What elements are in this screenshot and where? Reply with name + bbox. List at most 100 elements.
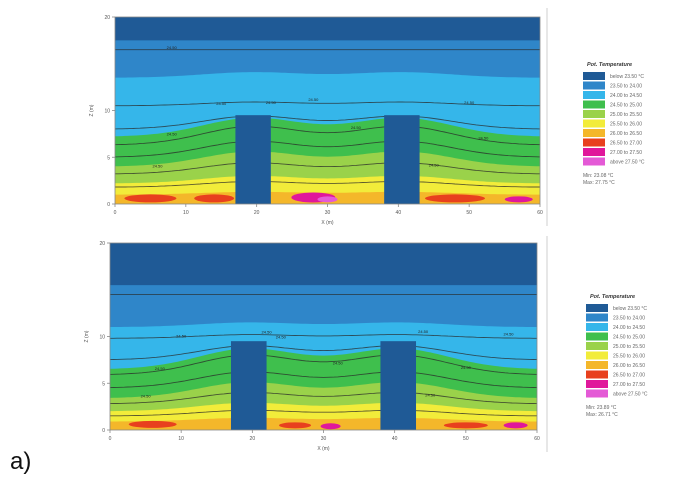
legend-label-4: 25.00 to 25.50 — [613, 344, 645, 350]
y-tick-label-1: 5 — [102, 381, 105, 387]
contour-label-2: 24.50 — [418, 329, 429, 334]
hot-spot-4 — [503, 422, 528, 429]
x-tick-label-2: 20 — [250, 436, 256, 442]
legend-swatch-2 — [583, 91, 605, 99]
chart-panel-bottom: 24.50 24.50 24.50 24.50 24.50 24.50 24.50 24.50… — [0, 236, 685, 476]
x-tick-label-5: 50 — [466, 210, 472, 216]
contour-line-2 — [109, 345, 538, 361]
legend-label-6: 26.00 to 26.50 — [613, 363, 645, 369]
y-tick-label-2: 10 — [104, 109, 110, 115]
legend-title: Pot. Temperature — [590, 294, 635, 300]
y-tick-label-0: 0 — [102, 428, 105, 434]
y-tick-label-2: 10 — [99, 335, 105, 341]
building-2 — [380, 341, 417, 430]
x-tick-label-1: 10 — [178, 436, 184, 442]
legend-label-8: 27.00 to 27.50 — [610, 150, 642, 156]
contour-label-9: 24.50 — [429, 163, 440, 168]
temperature-band-6 — [110, 417, 537, 430]
legend-label-7: 26.50 to 27.00 — [613, 373, 645, 379]
chart-top: 24.50 24.50 24.50 24.50 24.50 24.50 24.50 24.50… — [89, 8, 645, 226]
hot-spot-3 — [443, 422, 488, 429]
contour-label-0: 24.50 — [176, 333, 187, 338]
x-tick-label-6: 60 — [534, 436, 540, 442]
legend-label-0: below 23.50 °C — [613, 306, 647, 312]
building-1 — [235, 115, 271, 204]
x-tick-label-4: 40 — [396, 210, 402, 216]
contour-label-8: 24.50 — [152, 164, 163, 169]
legend-max: Max: 27.75 °C — [583, 180, 615, 186]
legend-title: Pot. Temperature — [587, 62, 632, 68]
hot-spot-3 — [317, 196, 338, 203]
chart-panel-top: 24.50 24.50 24.50 24.50 24.50 24.50 24.50 24.50… — [0, 8, 685, 248]
contour-line-4 — [109, 371, 538, 389]
legend-label-9: above 27.50 °C — [613, 392, 648, 398]
legend: Pot. Temperature below 23.50 °C 23.50 to 2… — [586, 294, 648, 418]
legend-swatch-4 — [586, 342, 608, 350]
hot-spot-4 — [425, 194, 485, 203]
plot-area: 24.5024.5024.5024.5024.5024.5024.5024.50… — [114, 17, 541, 205]
x-axis-label: X (m) — [321, 220, 334, 226]
legend-label-4: 25.00 to 25.50 — [610, 112, 642, 118]
legend-swatch-5 — [586, 351, 608, 360]
legend-swatch-9 — [583, 157, 605, 166]
legend-swatch-3 — [583, 100, 605, 109]
legend-swatch-1 — [586, 313, 608, 322]
legend-min: Min: 23.08 °C — [583, 173, 614, 179]
contour-label-2: 24.50 — [308, 97, 319, 102]
legend-label-8: 27.00 to 27.50 — [613, 382, 645, 388]
x-tick-label-1: 10 — [183, 210, 189, 216]
x-axis-label: X (m) — [317, 446, 330, 452]
hot-spot-0 — [128, 420, 177, 428]
y-tick-label-1: 5 — [107, 155, 110, 161]
contour-label-5: 24.50 — [461, 365, 472, 370]
legend-label-6: 26.00 to 26.50 — [610, 131, 642, 137]
legend: Pot. Temperature below 23.50 °C 23.50 to 2… — [583, 62, 645, 186]
legend-label-1: 23.50 to 24.00 — [613, 316, 645, 322]
hot-spot-1 — [279, 422, 312, 429]
contour-label-4: 24.50 — [167, 132, 178, 137]
hot-spot-5 — [504, 196, 533, 203]
legend-swatch-0 — [586, 304, 608, 312]
legend-swatch-1 — [583, 81, 605, 90]
legend-swatch-6 — [586, 361, 608, 369]
x-tick-label-5: 50 — [463, 436, 469, 442]
building-1 — [230, 341, 267, 430]
y-tick-label-3: 20 — [104, 15, 110, 21]
contour-label-3: 24.50 — [155, 366, 166, 371]
legend-min: Min: 23.89 °C — [586, 405, 617, 411]
contour-line-3 — [109, 354, 538, 375]
y-tick-label-3: 20 — [99, 241, 105, 247]
building-2 — [384, 115, 420, 204]
contour-label-7: 24.50 — [425, 392, 436, 397]
legend-label-3: 24.50 to 25.00 — [613, 335, 645, 341]
legend-label-0: below 23.50 °C — [610, 74, 644, 80]
x-tick-label-0: 0 — [109, 436, 112, 442]
legend-max: Max: 26.71 °C — [586, 412, 618, 418]
hot-spot-1 — [194, 194, 235, 203]
legend-label-2: 24.00 to 24.50 — [613, 325, 645, 331]
chart-bottom: 24.50 24.50 24.50 24.50 24.50 24.50 24.50 24.50… — [84, 236, 648, 452]
legend-swatch-2 — [586, 323, 608, 331]
contour-label-6: 24.50 — [351, 125, 362, 130]
legend-swatch-7 — [586, 370, 608, 379]
legend-label-5: 25.50 to 26.00 — [613, 354, 645, 360]
legend-swatch-8 — [583, 148, 605, 156]
figure-sublabel: a) — [10, 448, 32, 475]
legend-swatch-0 — [583, 72, 605, 80]
contour-line-2 — [114, 115, 541, 130]
contour-label-9: 24.50 — [504, 332, 515, 337]
legend-swatch-8 — [586, 380, 608, 388]
legend-label-3: 24.50 to 25.00 — [610, 103, 642, 109]
legend-swatch-3 — [586, 332, 608, 341]
x-tick-label-3: 30 — [325, 210, 331, 216]
contour-line-5 — [109, 392, 538, 405]
x-tick-label-2: 20 — [254, 210, 260, 216]
legend-label-9: above 27.50 °C — [610, 160, 645, 166]
legend-swatch-5 — [583, 119, 605, 128]
contour-label-8: 24.50 — [276, 334, 287, 339]
contour-label-7: 24.50 — [478, 135, 489, 140]
y-tick-label-0: 0 — [107, 202, 110, 208]
x-tick-label-6: 60 — [537, 210, 543, 216]
hot-spot-2 — [320, 423, 341, 430]
